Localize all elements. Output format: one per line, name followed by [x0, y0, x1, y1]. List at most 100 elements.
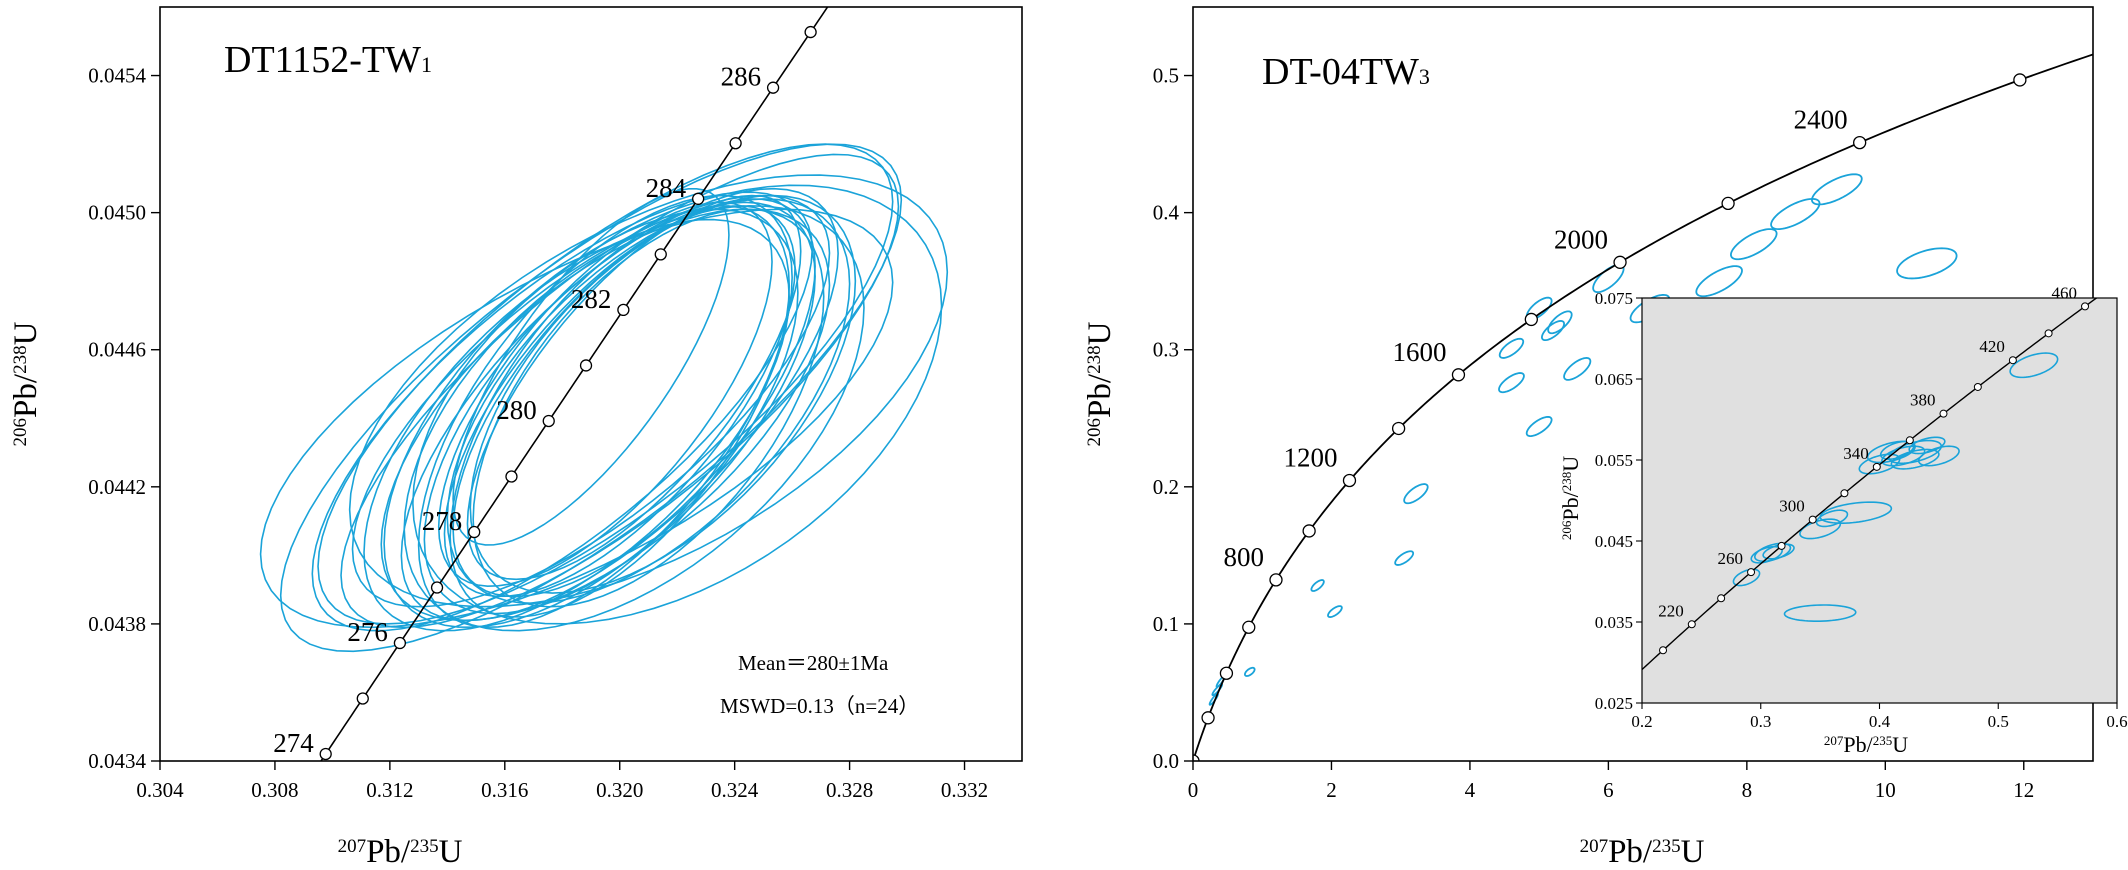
plot-area-left: [259, 7, 949, 761]
inset-concordia-marker-400: [1973, 382, 1982, 391]
inset-concordia-curve: [1642, 298, 2098, 671]
inset-y-tick-label-5: 0.075: [1595, 289, 1633, 308]
chart-left: 274 276 278 280 282 284 286 0.304 0.308 0.312 0.31…: [8, 6, 1023, 870]
error-ellipse-3: [259, 208, 894, 629]
age-label-276: 276: [347, 617, 388, 647]
x-tick-label-0: 0.304: [136, 778, 184, 802]
inset-plot-area: [1631, 298, 2098, 680]
inset-error-ellipse-13: [1890, 448, 1940, 470]
concordia-marker-277: [430, 581, 444, 594]
inset-concordia-marker-260: [1747, 568, 1756, 577]
x-axis-label-right-sup1: 207: [1580, 836, 1609, 857]
concordia-marker-285: [729, 137, 742, 150]
x-tick-label-5: 10: [1875, 778, 1896, 802]
inset-concordia-marker-360: [1905, 436, 1914, 445]
inset-error-ellipse-12: [1908, 436, 1946, 455]
x-tick-label-7: 0.332: [941, 778, 988, 802]
age-label-282: 282: [571, 284, 612, 314]
chart-title-left: DT1152-TW1: [224, 39, 432, 81]
stat-mswd: MSWD=0.13（n=24）: [720, 694, 919, 718]
inset-chart: 220 260 300 340 380 420 460 0.2 0.3 0.4 0.5 0.6 0.02…: [1558, 283, 2128, 757]
error-ellipse-6: [1394, 550, 1415, 566]
age-label-2400: 2400: [1794, 105, 1848, 135]
error-ellipse-19: [1770, 198, 1821, 230]
error-ellipse-5: [1327, 605, 1343, 618]
inset-concordia-marker-300: [1808, 515, 1817, 524]
y-axis-label-right-sup1: 206: [1084, 418, 1105, 447]
concordia-marker-400: [1219, 666, 1234, 680]
inset-error-ellipse-3: [1762, 543, 1795, 560]
error-ellipse-5: [412, 184, 943, 625]
concordia-marker-275: [356, 692, 369, 705]
age-label-274: 274: [273, 728, 314, 758]
error-ellipse-18: [437, 201, 773, 587]
inset-y-axis-label: 206Pb/238U: [1558, 456, 1583, 540]
inset-age-label-460: 460: [2052, 283, 2078, 302]
x-tick-label-6: 12: [2013, 778, 2034, 802]
x-axis-label-right-sup2: 235: [1652, 836, 1681, 857]
inset-age-label-420: 420: [1979, 337, 2005, 356]
inset-y-axis-label-main2: U: [1558, 456, 1583, 472]
y-tick-label-2: 0.0442: [88, 475, 146, 499]
x-tick-label-4: 8: [1742, 778, 1753, 802]
concordia-marker-1800: [1524, 312, 1538, 327]
x-tick-label-3: 0.316: [481, 778, 528, 802]
inset-y-tick-label-1: 0.035: [1595, 613, 1633, 632]
inset-y-tick-label-0: 0.025: [1595, 694, 1633, 713]
concordia-marker-287: [804, 25, 817, 39]
y-axis-label-right: 206Pb/238U: [1082, 321, 1118, 446]
inset-error-ellipse-4: [1783, 604, 1857, 622]
error-ellipse-0: [279, 143, 903, 653]
inset-y-axis-label-text: 206Pb/238U: [1558, 456, 1583, 540]
concordia-marker-2600: [2013, 73, 2027, 87]
y-axis-label-left-sup1: 206: [10, 418, 31, 447]
inset-concordia-marker-180: [1631, 673, 1638, 680]
inset-concordia-marker-340: [1872, 462, 1881, 471]
inset-x-axis-label-sup2: 235: [1873, 733, 1893, 748]
error-ellipse-17: [1695, 265, 1743, 298]
error-ellipse-3: [1244, 666, 1256, 677]
x-tick-label-4: 0.320: [596, 778, 643, 802]
error-ellipse-1: [317, 143, 894, 625]
concordia-marker-282: [617, 303, 630, 317]
age-label-284: 284: [646, 173, 687, 203]
age-label-286: 286: [721, 62, 762, 92]
y-axis-label-right-main1: Pb/: [1082, 373, 1118, 418]
y-axis-label-right-text: 206Pb/238U: [1082, 321, 1118, 446]
inset-y-axis-label-main1: Pb/: [1558, 490, 1583, 520]
x-axis-label-left-sup2: 235: [410, 836, 439, 857]
concordia-marker-600: [1242, 620, 1256, 634]
inset-error-ellipse-14: [1879, 440, 1915, 460]
inset-x-axis-label-main1: Pb/: [1843, 732, 1873, 757]
error-ellipse-8: [1498, 372, 1525, 394]
error-ellipse-12: [1541, 320, 1565, 342]
x-tick-label-2: 0.312: [366, 778, 413, 802]
y-axis-label-left-main2: U: [8, 321, 44, 345]
x-axis-label-left-main2: U: [439, 834, 463, 870]
concordia-marker-800: [1269, 573, 1283, 587]
chart-title-right: DT-04TW3: [1262, 51, 1430, 93]
inset-y-tick-label-2: 0.045: [1595, 532, 1633, 551]
inset-error-ellipse-7: [1819, 501, 1893, 524]
concordia-marker-2400: [1853, 135, 1867, 150]
concordia-marker-279: [505, 470, 518, 483]
error-ellipse-13: [1547, 310, 1573, 335]
concordia-marker-1400: [1391, 421, 1406, 436]
error-ellipse-19: [311, 191, 814, 632]
inset-error-ellipse-15: [1917, 445, 1960, 467]
concordia-marker-200: [1201, 711, 1215, 725]
concordia-marker-283: [654, 248, 667, 261]
x-tick-label-6: 0.328: [826, 778, 873, 802]
inset-y-tick-label-4: 0.065: [1595, 370, 1633, 389]
inset-age-label-300: 300: [1779, 497, 1805, 516]
inset-x-tick-label-3: 0.5: [1988, 712, 2009, 731]
y-tick-label-0: 0.0: [1153, 749, 1179, 773]
chart-title-sub-right: 3: [1419, 64, 1430, 89]
inset-concordia-marker-220: [1687, 620, 1696, 629]
error-ellipse-20: [1811, 173, 1863, 206]
error-ellipse-18: [1730, 228, 1778, 261]
y-tick-label-0: 0.0434: [88, 749, 146, 773]
chart-title-main-right: DT-04TW: [1262, 51, 1419, 93]
error-ellipse-14: [1563, 357, 1592, 381]
